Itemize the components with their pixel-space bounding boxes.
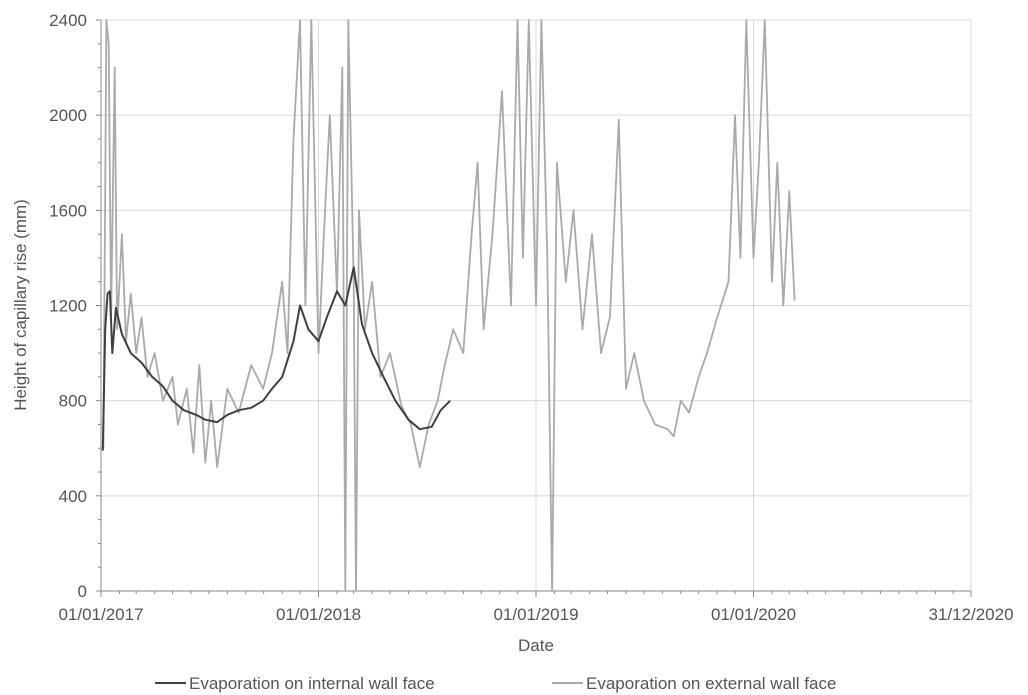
y-tick-label: 2400 (49, 11, 87, 30)
x-tick-labels: 01/01/2017 01/01/2018 01/01/2019 01/01/2020… (58, 605, 1013, 624)
x-tick-label: 01/01/2017 (58, 605, 143, 624)
x-axis-title: Date (518, 636, 554, 655)
y-tick-label: 800 (59, 392, 87, 411)
series-line-external (102, 19, 796, 592)
x-tick-label: 01/01/2020 (711, 605, 796, 624)
x-tick-label: 01/01/2018 (276, 605, 361, 624)
y-tick-label: 2000 (49, 106, 87, 125)
axes (100, 20, 971, 592)
y-tick-label: 1600 (49, 201, 87, 220)
y-tick-label: 1200 (49, 297, 87, 316)
legend: Evaporation on internal wall face Evapor… (155, 674, 836, 693)
y-tick-labels: 0 400 800 1200 1600 2000 2400 (49, 11, 87, 601)
grid-lines (96, 19, 972, 597)
y-axis-title: Height of capillary rise (mm) (11, 199, 30, 411)
y-tick-label: 0 (78, 582, 87, 601)
legend-label-internal: Evaporation on internal wall face (189, 674, 435, 693)
x-tick-label: 31/12/2020 (928, 605, 1013, 624)
y-tick-label: 400 (59, 487, 87, 506)
series-lines (101, 19, 796, 592)
x-tick-label: 01/01/2019 (493, 605, 578, 624)
legend-label-external: Evaporation on external wall face (586, 674, 836, 693)
series-line-internal (101, 266, 451, 451)
